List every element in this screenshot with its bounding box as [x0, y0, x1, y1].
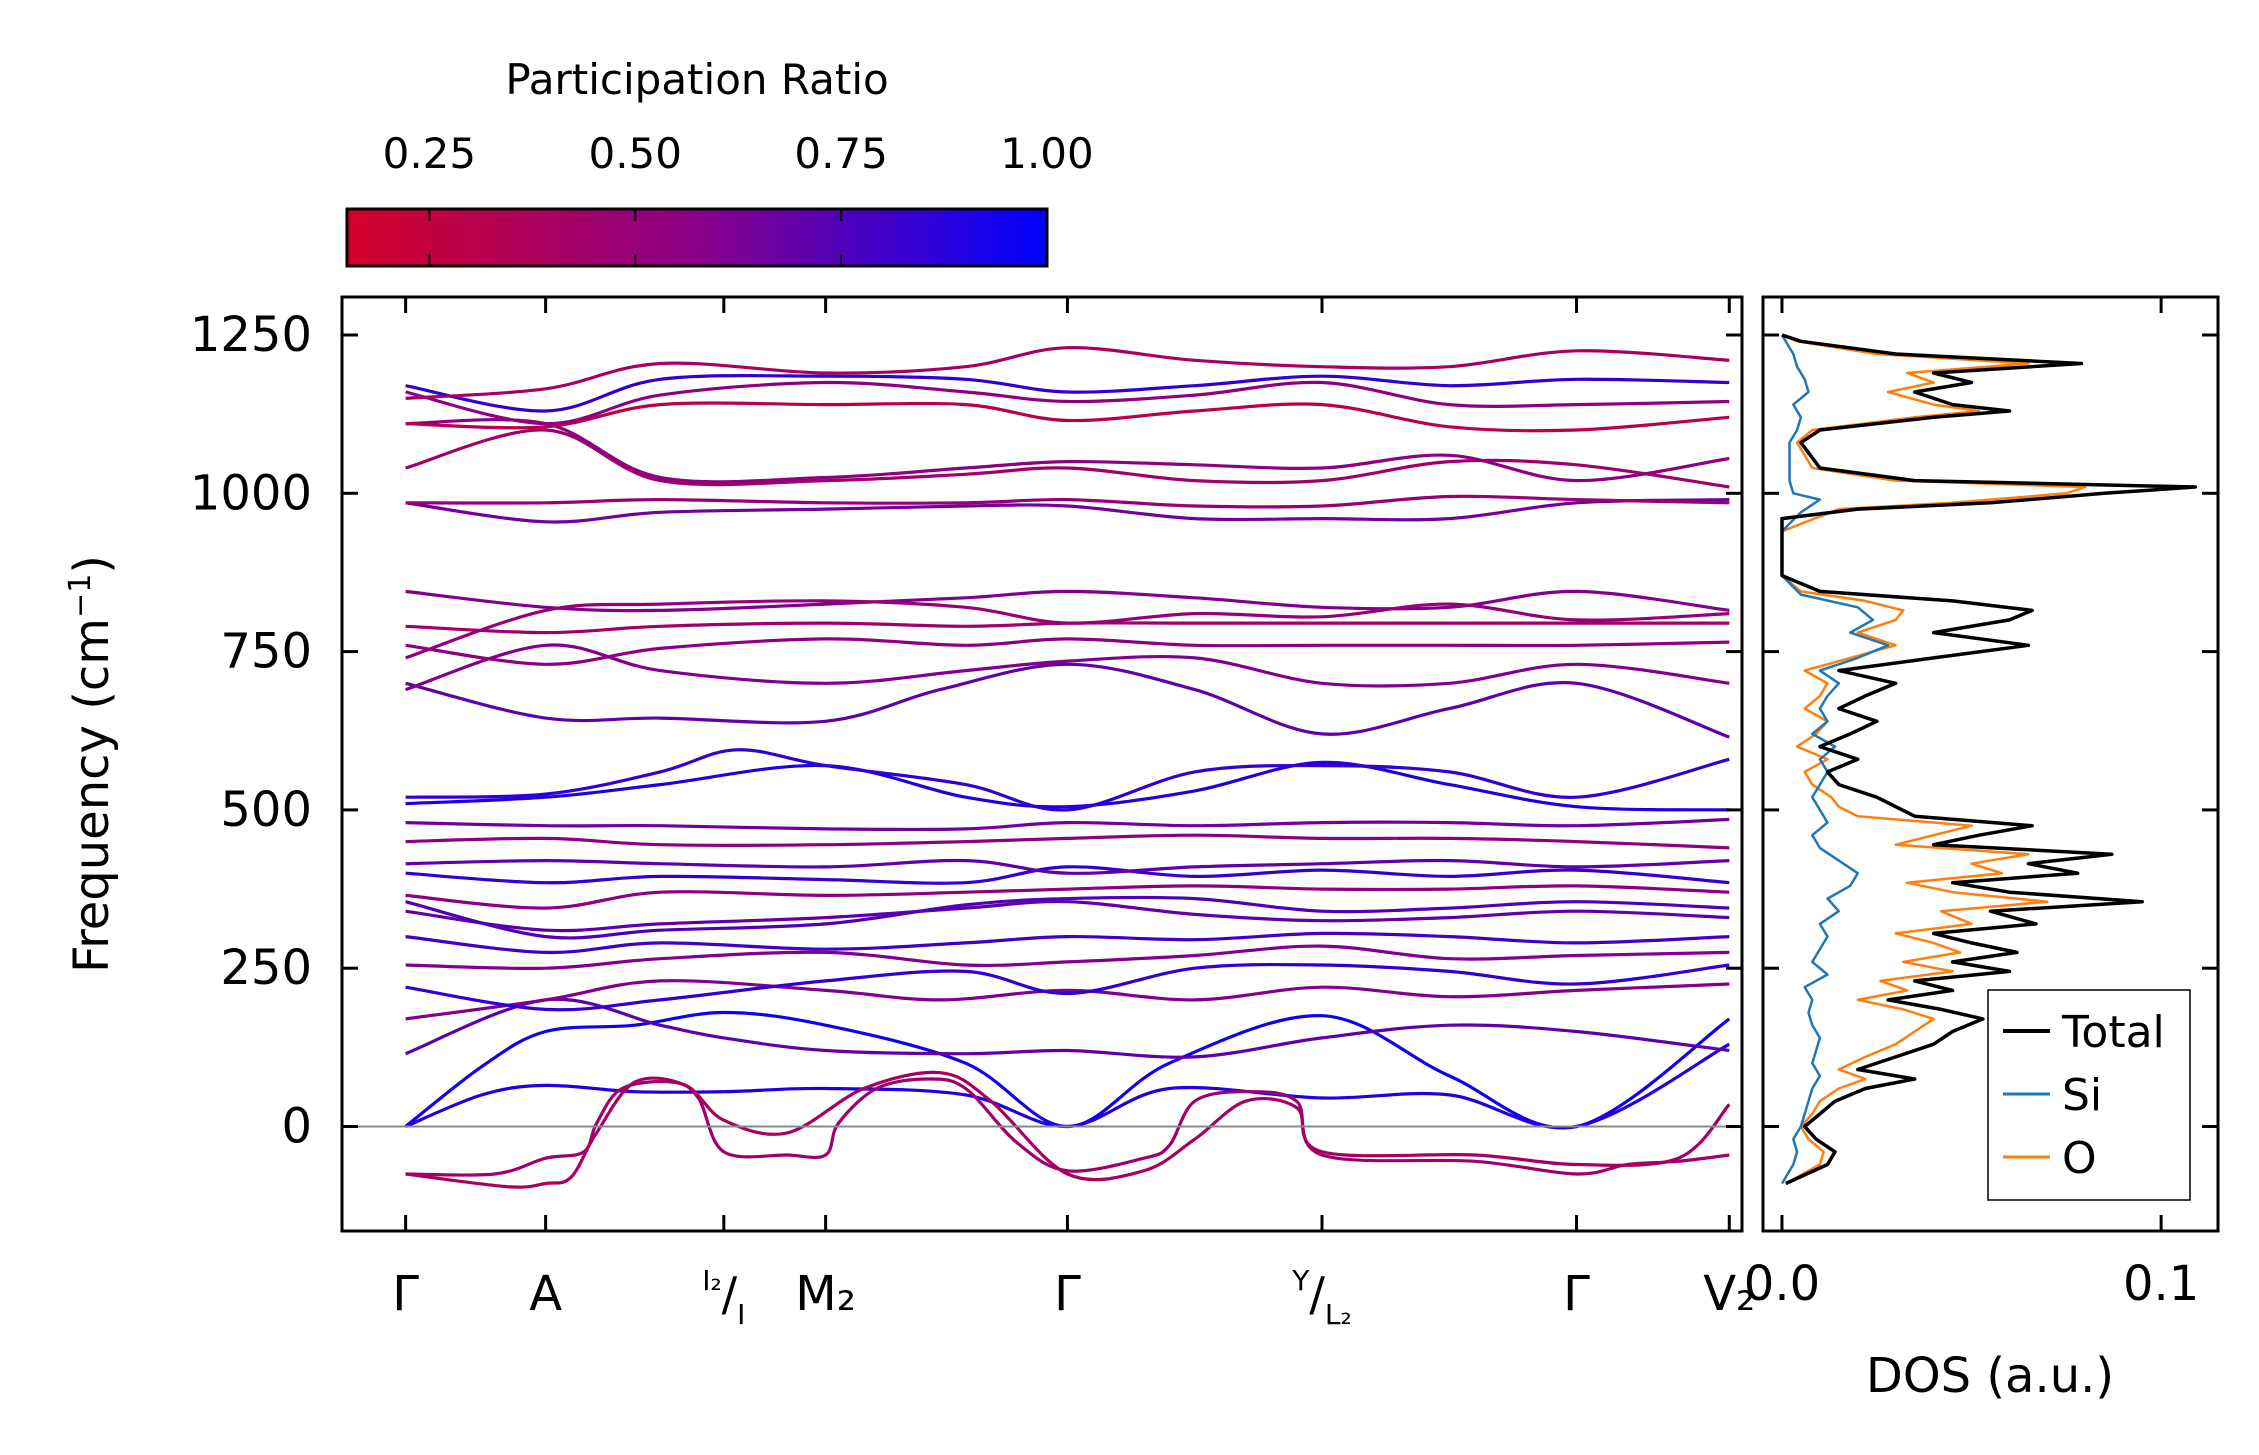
- band-series-band-330: [405, 899, 1730, 933]
- band-xtick-label-0: Γ: [392, 1266, 419, 1322]
- band-series-band-510: [405, 760, 1730, 812]
- band-xtick-label-3: M₂: [795, 1266, 856, 1322]
- band-series-band-1210: [405, 346, 1730, 400]
- y-axis-label: Frequency (cm−1): [63, 555, 120, 973]
- legend-label-si: Si: [2062, 1070, 2102, 1121]
- colorbar-title: Participation Ratio: [505, 55, 888, 104]
- band-series-band-1110: [405, 401, 1730, 433]
- band-xtick-label-6: Γ: [1563, 1266, 1590, 1322]
- band-lines: [404, 346, 1731, 1189]
- band-structure-panel: 0 250 500 750 1000 1250 Γ A I₂/I M₂ Γ Y/L₂ Γ V₂ Freq…: [63, 295, 1755, 1331]
- band-ytick-label-2: 500: [220, 782, 312, 838]
- band-series-band-1140: [405, 380, 1730, 426]
- dos-series-total: [1780, 333, 2198, 1186]
- colorbar-tick-label-0: 0.25: [383, 129, 477, 178]
- colorbar-tick-label-3: 1.00: [1000, 129, 1094, 178]
- dos-panel: 0.0 0.1 DOS (a.u.) Total Si O: [1744, 295, 2220, 1404]
- dos-xtick-label-1: 0.1: [2123, 1256, 2199, 1312]
- band-series-band-990: [405, 494, 1730, 509]
- dos-xtick-label-0: 0.0: [1744, 1256, 1820, 1312]
- band-series-band-415: [405, 858, 1730, 875]
- band-ytick-label-1: 250: [220, 940, 312, 996]
- colorbar-ticks: 0.25 0.50 0.75 1.00: [383, 129, 1094, 266]
- band-xtick-label-2: I₂/I: [702, 1264, 745, 1331]
- band-ytick-label-3: 750: [220, 624, 312, 680]
- legend-box: [1987, 989, 2191, 1201]
- band-xtick-label-5: Y/L₂: [1291, 1264, 1351, 1331]
- band-series-band-520: [405, 748, 1730, 812]
- y-axis-label-close: ): [64, 555, 120, 574]
- band-series-band-1170: [405, 373, 1730, 413]
- band-series-band-170: [405, 979, 1730, 1021]
- dos-series-si: [1780, 334, 1890, 1185]
- band-series-band-445: [405, 833, 1730, 850]
- band-series-band-375: [405, 884, 1730, 910]
- band-ytick-label-0: 0: [281, 1099, 312, 1155]
- band-ytick-label-5: 1250: [190, 307, 312, 363]
- colorbar: Participation Ratio 0.25 0.50 0.75 1.00: [345, 55, 1094, 268]
- band-x-axis: Γ A I₂/I M₂ Γ Y/L₂ Γ V₂: [392, 297, 1755, 1331]
- band-series-band-215: [405, 962, 1730, 1012]
- dos-legend: Total Si O: [1987, 989, 2191, 1201]
- band-ytick-label-4: 1000: [190, 465, 312, 521]
- band-xtick-label-7: V₂: [1703, 1266, 1755, 1322]
- dos-lines: [1780, 333, 2198, 1186]
- band-series-soft-mode-2: [405, 1070, 1731, 1189]
- y-axis-label-main: Frequency (cm: [64, 618, 120, 973]
- band-y-axis: 0 250 500 750 1000 1250: [190, 307, 1742, 1155]
- band-series-band-960: [405, 498, 1730, 524]
- band-series-band-1010: [405, 428, 1730, 489]
- band-series-band-480: [405, 817, 1730, 832]
- band-series-soft-mode-1: [405, 1077, 1730, 1177]
- legend-label-o: O: [2062, 1133, 2097, 1184]
- band-series-band-395: [405, 865, 1730, 885]
- colorbar-gradient: [345, 207, 1049, 268]
- band-series-acoustic-2: [404, 1042, 1731, 1130]
- dos-axes-frame: [1761, 295, 2220, 1233]
- band-series-band-300: [405, 931, 1730, 955]
- band-xtick-label-1: A: [529, 1266, 562, 1322]
- legend-entries: Total Si O: [2003, 1007, 2165, 1184]
- band-series-band-720: [405, 643, 1730, 692]
- band-xtick-label-4: Γ: [1054, 1266, 1081, 1322]
- band-series-band-650: [405, 662, 1730, 739]
- legend-label-total: Total: [2061, 1007, 2165, 1058]
- colorbar-tick-label-2: 0.75: [794, 129, 888, 178]
- colorbar-tick-label-1: 0.50: [588, 129, 682, 178]
- band-series-band-755: [405, 637, 1730, 666]
- y-axis-label-sup: −1: [63, 574, 98, 618]
- band-series-band-825: [405, 599, 1730, 660]
- band-axes-frame: [340, 295, 1744, 1233]
- band-series-band-810: [405, 589, 1730, 613]
- dos-x-axis: 0.0 0.1: [1744, 297, 2199, 1312]
- band-series-band-120: [405, 997, 1730, 1059]
- band-series-band-245: [405, 944, 1730, 970]
- dos-y-axis: [1763, 333, 2218, 1129]
- dos-x-axis-label: DOS (a.u.): [1866, 1348, 2114, 1404]
- band-series-band-355: [405, 895, 1730, 940]
- band-series-band-1020: [405, 418, 1730, 484]
- band-series-acoustic-1: [404, 1010, 1731, 1130]
